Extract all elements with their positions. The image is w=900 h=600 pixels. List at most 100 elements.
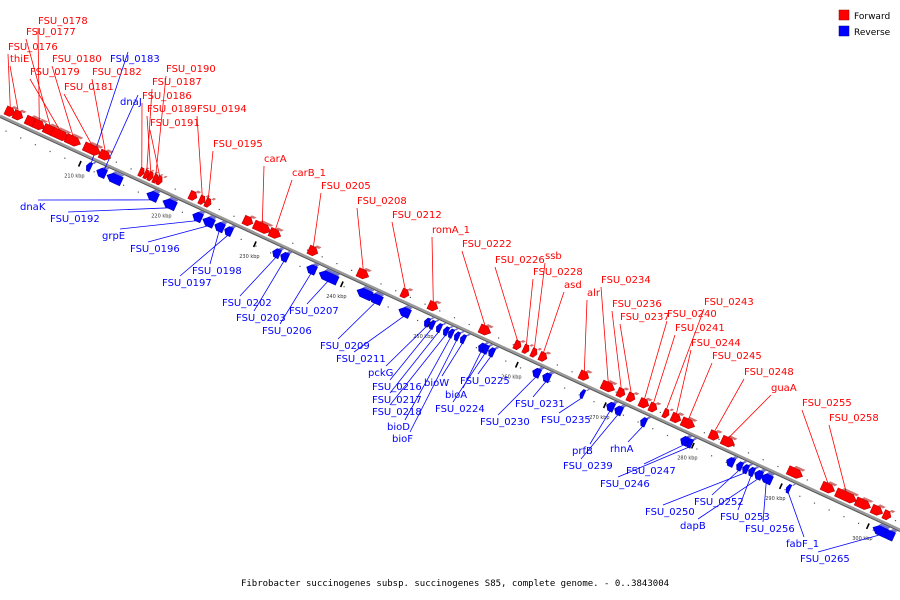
minor-dot bbox=[806, 479, 808, 481]
minor-dot bbox=[299, 265, 301, 267]
minor-dot bbox=[747, 452, 750, 454]
minor-dot bbox=[733, 445, 735, 447]
minor-dot bbox=[240, 238, 242, 240]
gene-label-asd: asd bbox=[564, 280, 582, 291]
minor-dot bbox=[659, 411, 661, 413]
gene-biof bbox=[454, 331, 465, 342]
gene-dapb bbox=[754, 469, 767, 481]
gene-label-fsu-0208: FSU_0208 bbox=[357, 196, 407, 207]
gene-label-fsu-0189: FSU_0189 bbox=[147, 104, 197, 115]
leader-line bbox=[583, 299, 588, 373]
gene-fsu-0258 bbox=[834, 487, 860, 504]
gene-unlabeled-reverse bbox=[726, 456, 739, 468]
leader-line bbox=[337, 302, 376, 340]
gene-label-fsu-0205: FSU_0205 bbox=[321, 181, 371, 192]
gene-fsu-0212 bbox=[399, 287, 414, 299]
minor-dot bbox=[762, 459, 764, 461]
leader-line bbox=[63, 93, 93, 146]
gene-label-thie: thiE bbox=[10, 54, 29, 65]
gene-fsu-0226 bbox=[512, 339, 526, 351]
gene-label-fsu-0230: FSU_0230 bbox=[480, 417, 530, 428]
gene-alr bbox=[577, 369, 593, 381]
gene-label-fsu-0243: FSU_0243 bbox=[704, 297, 754, 308]
gene-label-fsu-0183: FSU_0183 bbox=[110, 54, 160, 65]
leader-line bbox=[207, 150, 214, 200]
minor-dot bbox=[637, 421, 639, 423]
gene-fsu-0246 bbox=[686, 437, 698, 449]
leader-line bbox=[580, 414, 619, 460]
gene-fsu-0194 bbox=[197, 194, 211, 205]
minor-dot bbox=[204, 202, 206, 204]
gene-label-fsu-0187: FSU_0187 bbox=[152, 77, 202, 88]
gene-label-dapb: dapB bbox=[680, 521, 706, 532]
gene-label-fsu-0236: FSU_0236 bbox=[612, 299, 662, 310]
gene-label-fsu-0198: FSU_0198 bbox=[192, 266, 242, 277]
gene-label-fsu-0206: FSU_0206 bbox=[262, 326, 312, 337]
gene-prfb bbox=[606, 401, 619, 413]
minor-dot bbox=[395, 290, 397, 292]
minor-dot bbox=[498, 337, 500, 339]
gene-fsu-0208 bbox=[355, 267, 372, 280]
gene-fsu-0176 bbox=[3, 105, 19, 117]
gene-biod bbox=[448, 328, 459, 339]
leader-line bbox=[179, 234, 229, 277]
gene-label-fsu-0244: FSU_0244 bbox=[691, 338, 741, 349]
leader-line bbox=[600, 286, 609, 384]
leader-line bbox=[665, 308, 705, 410]
minor-dot bbox=[718, 438, 720, 440]
gene-label-fsu-0241: FSU_0241 bbox=[675, 323, 725, 334]
gene-pckg bbox=[424, 317, 435, 328]
gene-label-fsu-0245: FSU_0245 bbox=[712, 351, 762, 362]
leader-line bbox=[391, 221, 406, 290]
minor-dot bbox=[387, 306, 389, 308]
leader-line bbox=[643, 320, 668, 400]
gene-label-grpe: grpE bbox=[102, 231, 125, 242]
minor-dot bbox=[666, 434, 669, 437]
minor-dot bbox=[799, 495, 801, 497]
gene-fsu-0191 bbox=[155, 175, 168, 186]
minor-dot bbox=[93, 171, 95, 173]
minor-dot bbox=[49, 150, 51, 153]
gene-thie bbox=[11, 109, 27, 121]
minor-dot bbox=[439, 310, 441, 312]
leader-line bbox=[261, 165, 265, 224]
gene-label-fsu-0186: FSU_0186 bbox=[142, 91, 192, 102]
leader-line bbox=[196, 115, 203, 197]
gene-fsu-0228 bbox=[521, 343, 535, 354]
gene-label-fsu-0231: FSU_0231 bbox=[515, 399, 565, 410]
tick-mark bbox=[514, 361, 519, 368]
gene-fabf-1 bbox=[785, 483, 796, 494]
tick-label: 250 kbp bbox=[413, 334, 433, 340]
minor-dot bbox=[593, 401, 595, 403]
minor-dot bbox=[475, 347, 477, 349]
gene-label-fsu-0250: FSU_0250 bbox=[645, 507, 695, 518]
gene-fsu-0236 bbox=[615, 386, 630, 398]
tick-label: 220 kbp bbox=[151, 214, 171, 220]
gene-label-fsu-0197: FSU_0197 bbox=[162, 278, 212, 289]
leader-line bbox=[155, 75, 167, 175]
leader-line bbox=[209, 230, 220, 265]
minor-dot bbox=[711, 455, 713, 457]
leader-line bbox=[643, 444, 685, 465]
leader-line bbox=[312, 192, 322, 248]
gene-fsu-0216 bbox=[429, 319, 440, 330]
tick-mark bbox=[865, 523, 870, 530]
minor-dot bbox=[130, 168, 132, 170]
leader-line bbox=[494, 266, 519, 342]
gene-label-fsu-0207: FSU_0207 bbox=[289, 306, 339, 317]
legend-swatch-forward bbox=[838, 9, 850, 21]
gene-label-fabf-1: fabF_1 bbox=[786, 539, 819, 550]
leader-line bbox=[828, 424, 847, 493]
minor-dot bbox=[115, 161, 117, 163]
gene-label-guaa: guaA bbox=[771, 383, 797, 394]
gene-label-fsu-0256: FSU_0256 bbox=[745, 524, 795, 535]
tick-mark bbox=[690, 442, 695, 449]
gene-unlabeled-forward bbox=[853, 496, 874, 510]
leader-line bbox=[525, 278, 534, 346]
gene-dnak bbox=[146, 189, 161, 203]
gene-fsu-0256 bbox=[760, 471, 775, 486]
minor-dot bbox=[578, 394, 580, 396]
legend: Forward Reverse bbox=[838, 9, 891, 38]
leader-line bbox=[91, 78, 106, 152]
gene-guaa bbox=[719, 434, 738, 448]
